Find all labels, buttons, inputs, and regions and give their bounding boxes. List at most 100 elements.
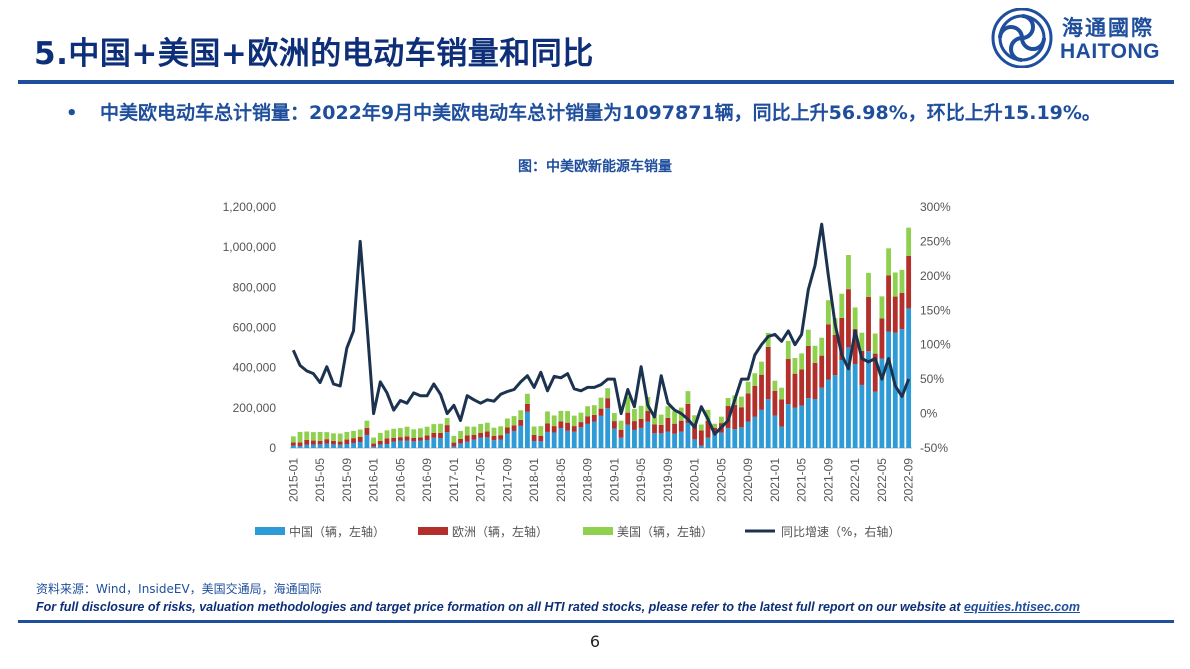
bar-usa [846,254,851,290]
bar-china [866,351,871,448]
bar-china [752,416,758,448]
bar-china [618,437,624,448]
bar-china [899,329,905,448]
bar-europe [411,437,417,442]
bar-china [812,398,818,448]
bar-usa [665,406,671,418]
bar-china [732,429,738,448]
bar-europe [438,432,443,438]
bar-europe [638,418,644,428]
bar-usa [538,426,544,436]
bar-europe [484,431,490,438]
bar-europe [364,427,370,435]
bar-usa [825,300,831,325]
bar-china [652,433,657,448]
bar-usa [805,329,811,346]
bar-china [672,433,677,448]
bar-europe [531,434,537,441]
bar-china [645,421,651,448]
bar-europe [471,434,477,440]
bar-europe [839,317,845,361]
x-axis-tick-label: 2020-09 [741,458,755,502]
bar-china [879,358,885,448]
bar-europe [785,359,791,405]
bar-usa [692,415,698,424]
bar-china [464,441,470,448]
bar-usa [471,426,477,435]
bar-europe [692,423,698,440]
website-link[interactable]: equities.htisec.com [963,600,1080,614]
bar-china [451,446,457,448]
bar-europe [491,435,497,441]
bar-china [759,409,764,448]
right-axis-tick-label: -50% [920,441,948,455]
bar-europe [779,399,784,427]
bar-usa [672,411,677,424]
left-axis-tick-label: 600,000 [233,321,277,335]
bar-china [611,428,617,448]
bar-usa [337,433,343,442]
bar-china [538,441,544,448]
bar-europe [665,417,671,432]
bar-china [558,428,564,448]
bar-china [745,421,751,448]
bar-china [578,427,584,448]
bar-china [438,437,443,448]
bar-usa [404,426,410,437]
bar-usa [785,340,791,360]
title-divider [18,80,1174,84]
bar-europe [304,439,310,445]
bar-europe [598,408,604,416]
bar-china [377,444,383,448]
bar-china [404,440,410,448]
bar-usa [371,437,377,444]
x-axis-tick-label: 2015-09 [340,458,354,502]
bar-europe [424,435,430,440]
summary-text: 中美欧电动车总计销量：2022年9月中美欧电动车总计销量为1097871辆，同比… [100,102,1101,124]
bar-europe [344,439,350,444]
bar-europe [832,334,838,376]
bar-usa [765,332,771,347]
bar-europe [311,440,316,445]
bar-europe [324,439,330,444]
bar-china [725,428,731,448]
bar-china [518,425,524,448]
bar-usa [866,272,871,297]
bar-europe [611,421,617,429]
bar-china [591,421,597,448]
bar-china [846,347,851,448]
bar-europe [812,362,818,399]
bar-china [872,391,878,448]
bar-usa [531,426,537,435]
haitong-logo [991,8,1053,68]
bar-usa [304,431,310,440]
bar-china [304,444,310,448]
bar-europe [591,414,597,422]
bar-china [765,399,771,448]
x-axis-tick-label: 2017-05 [474,458,488,502]
right-axis-tick-label: 0% [920,407,938,421]
bar-china [337,444,343,448]
bar-usa [464,426,470,436]
x-axis-tick-label: 2016-01 [367,458,381,502]
bar-usa [879,296,885,319]
bar-europe [418,437,423,441]
bar-china [424,439,430,448]
bar-usa [705,409,711,421]
bar-china [825,379,831,448]
bar-usa [317,431,323,441]
bar-usa [525,393,530,404]
x-axis-tick-label: 2021-09 [821,458,835,502]
bar-europe [698,430,704,446]
bar-usa [739,396,744,408]
bar-china [859,384,865,448]
bar-usa [712,423,718,428]
bar-china [458,443,463,448]
bar-china [397,440,403,448]
left-axis-tick-label: 1,000,000 [223,240,277,254]
bar-china [351,442,356,448]
bar-usa [311,432,316,441]
bar-usa [852,307,858,330]
bar-usa [605,388,611,399]
bar-usa [638,405,644,419]
